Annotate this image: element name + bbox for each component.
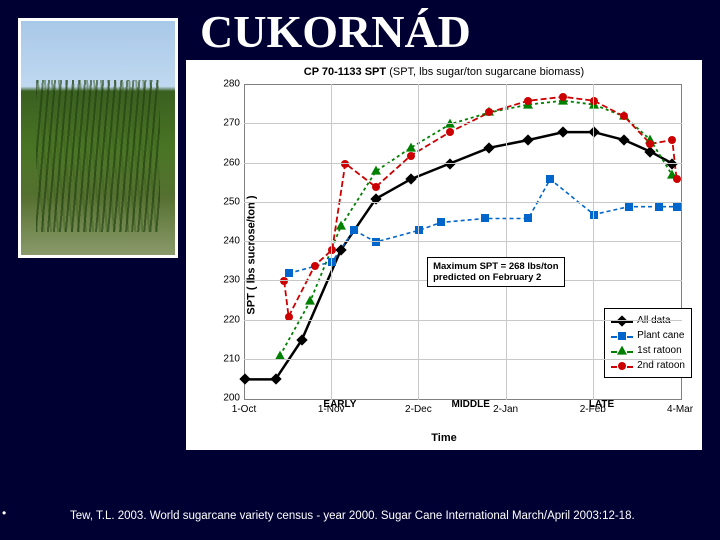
data-marker bbox=[437, 218, 445, 226]
legend: All dataPlant cane1st ratoon2nd ratoon bbox=[604, 308, 692, 378]
data-marker bbox=[415, 226, 423, 234]
x-tick-label: 2-Jan bbox=[493, 404, 518, 415]
data-marker bbox=[558, 126, 569, 137]
data-marker bbox=[646, 140, 654, 148]
data-marker bbox=[668, 136, 676, 144]
category-label: LATE bbox=[589, 399, 614, 410]
sugarcane-photo bbox=[18, 18, 178, 258]
data-marker bbox=[524, 97, 532, 105]
data-marker bbox=[335, 244, 346, 255]
legend-swatch bbox=[611, 361, 633, 371]
y-tick-label: 250 bbox=[220, 196, 240, 207]
y-tick-label: 210 bbox=[220, 353, 240, 364]
gridline-v bbox=[418, 84, 419, 400]
data-marker bbox=[305, 295, 315, 304]
x-tick-label: 2-Dec bbox=[405, 404, 432, 415]
gridline-v bbox=[506, 84, 507, 400]
gridline-h bbox=[244, 241, 682, 242]
data-marker bbox=[446, 128, 454, 136]
y-tick-label: 280 bbox=[220, 79, 240, 90]
legend-swatch bbox=[611, 331, 633, 341]
max-annotation: Maximum SPT = 268 lbs/tonpredicted on Fe… bbox=[427, 257, 564, 288]
x-axis-label: Time bbox=[186, 432, 702, 444]
data-marker bbox=[280, 277, 288, 285]
data-marker bbox=[546, 175, 554, 183]
data-marker bbox=[350, 226, 358, 234]
data-marker bbox=[328, 258, 336, 266]
data-marker bbox=[336, 221, 346, 230]
legend-swatch bbox=[611, 316, 633, 326]
data-marker bbox=[620, 112, 628, 120]
legend-label: Plant cane bbox=[637, 328, 684, 343]
data-marker bbox=[328, 246, 336, 254]
data-marker bbox=[405, 174, 416, 185]
slide: CUKORNÁD CP 70-1133 SPT (SPT, lbs sugar/… bbox=[0, 0, 720, 540]
data-marker bbox=[270, 374, 281, 385]
data-marker bbox=[559, 93, 567, 101]
page-title: CUKORNÁD bbox=[200, 5, 471, 58]
gridline-h bbox=[244, 359, 682, 360]
data-marker bbox=[673, 203, 681, 211]
legend-item: 1st ratoon bbox=[611, 343, 685, 358]
legend-swatch bbox=[611, 346, 633, 356]
legend-label: 2nd ratoon bbox=[637, 358, 685, 373]
data-marker bbox=[590, 97, 598, 105]
data-marker bbox=[341, 160, 349, 168]
gridline-h bbox=[244, 123, 682, 124]
data-marker bbox=[239, 374, 250, 385]
chart-title-bold: CP 70-1133 SPT bbox=[304, 66, 386, 78]
category-label: MIDDLE bbox=[452, 399, 490, 410]
data-marker bbox=[370, 193, 381, 204]
y-tick-label: 240 bbox=[220, 236, 240, 247]
gridline-h bbox=[244, 163, 682, 164]
data-marker bbox=[524, 214, 532, 222]
gridline-v bbox=[331, 84, 332, 400]
chart-title: CP 70-1133 SPT (SPT, lbs sugar/ton sugar… bbox=[186, 66, 702, 78]
data-marker bbox=[296, 334, 307, 345]
data-marker bbox=[667, 158, 678, 169]
data-marker bbox=[311, 262, 319, 270]
data-marker bbox=[372, 183, 380, 191]
data-marker bbox=[673, 175, 681, 183]
x-tick-label: 1-Oct bbox=[232, 404, 256, 415]
data-marker bbox=[619, 134, 630, 145]
legend-item: Plant cane bbox=[611, 328, 685, 343]
legend-item: All data bbox=[611, 313, 685, 328]
y-tick-label: 230 bbox=[220, 275, 240, 286]
gridline-v bbox=[593, 84, 594, 400]
y-tick-label: 270 bbox=[220, 118, 240, 129]
data-marker bbox=[481, 214, 489, 222]
bullet-icon: • bbox=[2, 506, 6, 520]
data-marker bbox=[483, 142, 494, 153]
data-marker bbox=[588, 126, 599, 137]
gridline-h bbox=[244, 202, 682, 203]
legend-label: All data bbox=[637, 313, 670, 328]
data-marker bbox=[407, 152, 415, 160]
y-tick-label: 200 bbox=[220, 393, 240, 404]
category-label: EARLY bbox=[323, 399, 356, 410]
data-marker bbox=[655, 203, 663, 211]
data-marker bbox=[625, 203, 633, 211]
citation-text: Tew, T.L. 2003. World sugarcane variety … bbox=[70, 510, 635, 522]
chart-container: CP 70-1133 SPT (SPT, lbs sugar/ton sugar… bbox=[186, 60, 702, 450]
legend-item: 2nd ratoon bbox=[611, 358, 685, 373]
data-marker bbox=[444, 158, 455, 169]
chart-title-rest: (SPT, lbs sugar/ton sugarcane biomass) bbox=[389, 66, 584, 78]
data-marker bbox=[523, 134, 534, 145]
legend-label: 1st ratoon bbox=[637, 343, 681, 358]
data-marker bbox=[372, 238, 380, 246]
data-marker bbox=[485, 108, 493, 116]
y-tick-label: 220 bbox=[220, 314, 240, 325]
data-marker bbox=[371, 166, 381, 175]
data-marker bbox=[285, 269, 293, 277]
data-marker bbox=[590, 211, 598, 219]
x-tick-label: 4-Mar bbox=[667, 404, 693, 415]
data-marker bbox=[406, 142, 416, 151]
gridline-h bbox=[244, 320, 682, 321]
y-tick-label: 260 bbox=[220, 157, 240, 168]
